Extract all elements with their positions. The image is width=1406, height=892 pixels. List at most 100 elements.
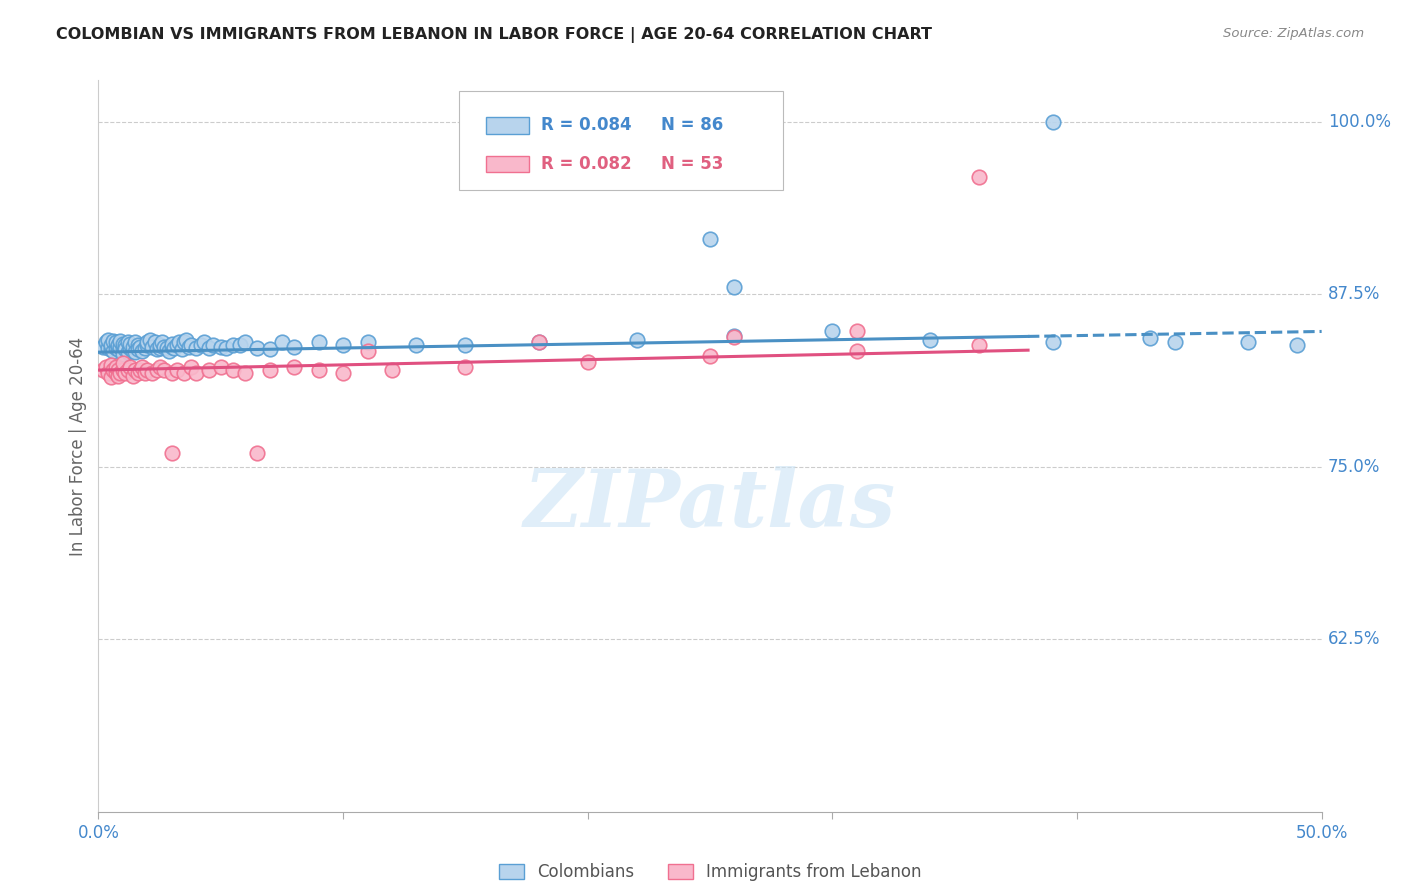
Point [626,333,648,347]
Point [97,341,120,355]
Bar [486,118,529,134]
Point [1164,335,1187,350]
Point [356,343,378,358]
Point [139,333,162,347]
Point [259,343,281,357]
Text: 75.0%: 75.0% [1327,458,1381,475]
Point [160,446,183,460]
Point [1042,335,1064,350]
Point [111,337,134,351]
Point [141,340,163,354]
Point [214,341,236,355]
Text: 87.5%: 87.5% [1327,285,1381,303]
Point [186,341,208,355]
Point [180,360,202,375]
Point [454,360,477,375]
Point [170,343,193,357]
Point [101,334,124,348]
Point [177,340,200,354]
Point [136,335,159,350]
Point [283,340,305,354]
Point [222,338,245,352]
Point [246,446,269,460]
Point [259,363,281,377]
Point [97,366,120,380]
Point [100,338,122,352]
Point [110,334,132,348]
Text: R = 0.082: R = 0.082 [541,155,631,173]
Point [120,337,142,351]
Point [163,341,186,355]
Point [180,338,202,352]
Point [723,280,745,294]
Point [209,340,232,354]
Point [222,363,245,377]
Point [117,363,139,377]
Point [157,343,180,358]
Point [845,343,868,358]
Point [107,338,129,352]
Point [233,335,256,350]
Point [131,360,153,375]
Point [100,370,122,384]
Point [173,335,195,350]
Point [173,366,195,380]
Point [160,340,183,354]
Point [166,338,188,352]
Point [723,328,745,343]
Point [308,335,330,350]
Point [97,333,120,347]
Point [127,343,149,357]
Point [136,363,159,377]
Point [124,335,146,350]
Legend: Colombians, Immigrants from Lebanon: Colombians, Immigrants from Lebanon [492,856,928,888]
Point [124,345,146,359]
Point [121,343,143,358]
Point [107,368,129,383]
Point [356,335,378,350]
Point [454,338,477,352]
Point [149,338,172,352]
Point [527,335,550,350]
Point [967,169,990,184]
Point [143,335,166,350]
Point [167,335,190,350]
Point [233,366,256,380]
Point [121,368,143,383]
Point [111,346,134,360]
Text: ZIPatlas: ZIPatlas [524,466,896,543]
Point [1139,331,1161,345]
Text: N = 86: N = 86 [661,117,723,135]
Point [967,338,990,352]
Point [131,343,153,358]
Point [149,341,172,355]
Point [120,360,142,375]
Point [117,345,139,359]
Point [149,360,172,375]
Point [332,366,354,380]
Point [405,338,427,352]
Point [101,363,124,377]
Point [136,338,159,352]
Point [699,349,721,363]
Point [91,363,114,377]
Point [246,341,269,355]
Point [127,338,149,352]
Point [107,343,129,357]
Point [100,358,122,372]
Point [91,340,114,354]
Point [120,341,142,355]
Point [193,335,215,350]
Point [699,232,721,246]
Point [94,360,117,375]
Y-axis label: In Labor Force | Age 20-64: In Labor Force | Age 20-64 [69,336,87,556]
Point [1042,114,1064,128]
Point [101,343,124,358]
Point [111,363,134,377]
Text: 62.5%: 62.5% [1327,631,1381,648]
Point [104,366,127,380]
Point [160,366,183,380]
Point [117,335,139,350]
Point [150,335,173,350]
Point [576,355,599,369]
